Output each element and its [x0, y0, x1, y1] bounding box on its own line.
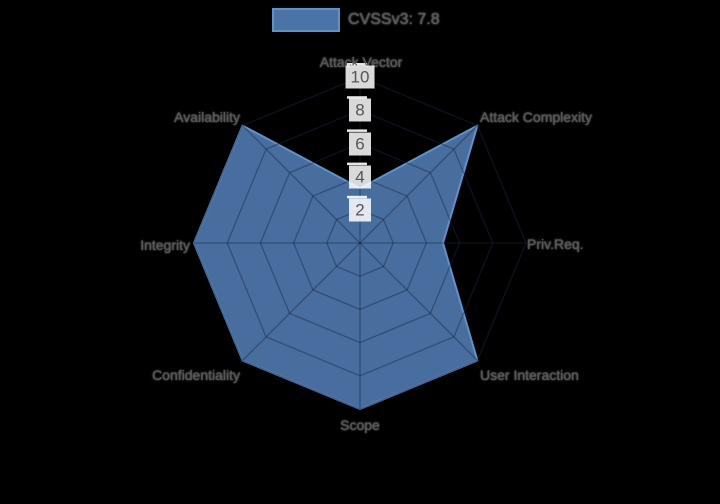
- axis-label-priv-req: Priv.Req.: [527, 236, 584, 252]
- radial-tick-label-8: 8: [349, 98, 371, 122]
- axis-label-user-interaction: User Interaction: [480, 367, 579, 383]
- radial-tick-label-6: 6: [349, 132, 371, 156]
- radial-tick-label-4: 4: [349, 165, 371, 189]
- radial-tick-label-10: 10: [345, 65, 375, 89]
- axis-label-scope: Scope: [340, 417, 380, 433]
- axis-label-attack-complexity: Attack Complexity: [480, 109, 593, 125]
- axis-label-availability: Availability: [174, 109, 240, 125]
- legend[interactable]: CVSSv3: 7.8: [272, 8, 440, 32]
- axis-label-confidentiality: Confidentiality: [152, 367, 240, 383]
- axis-label-attack-vector: Attack Vector: [319, 54, 403, 70]
- legend-label: CVSSv3: 7.8: [348, 11, 440, 28]
- radial-tick-label-2: 2: [349, 198, 371, 222]
- axis-label-integrity: Integrity: [140, 237, 190, 253]
- legend-swatch-icon: [272, 8, 340, 32]
